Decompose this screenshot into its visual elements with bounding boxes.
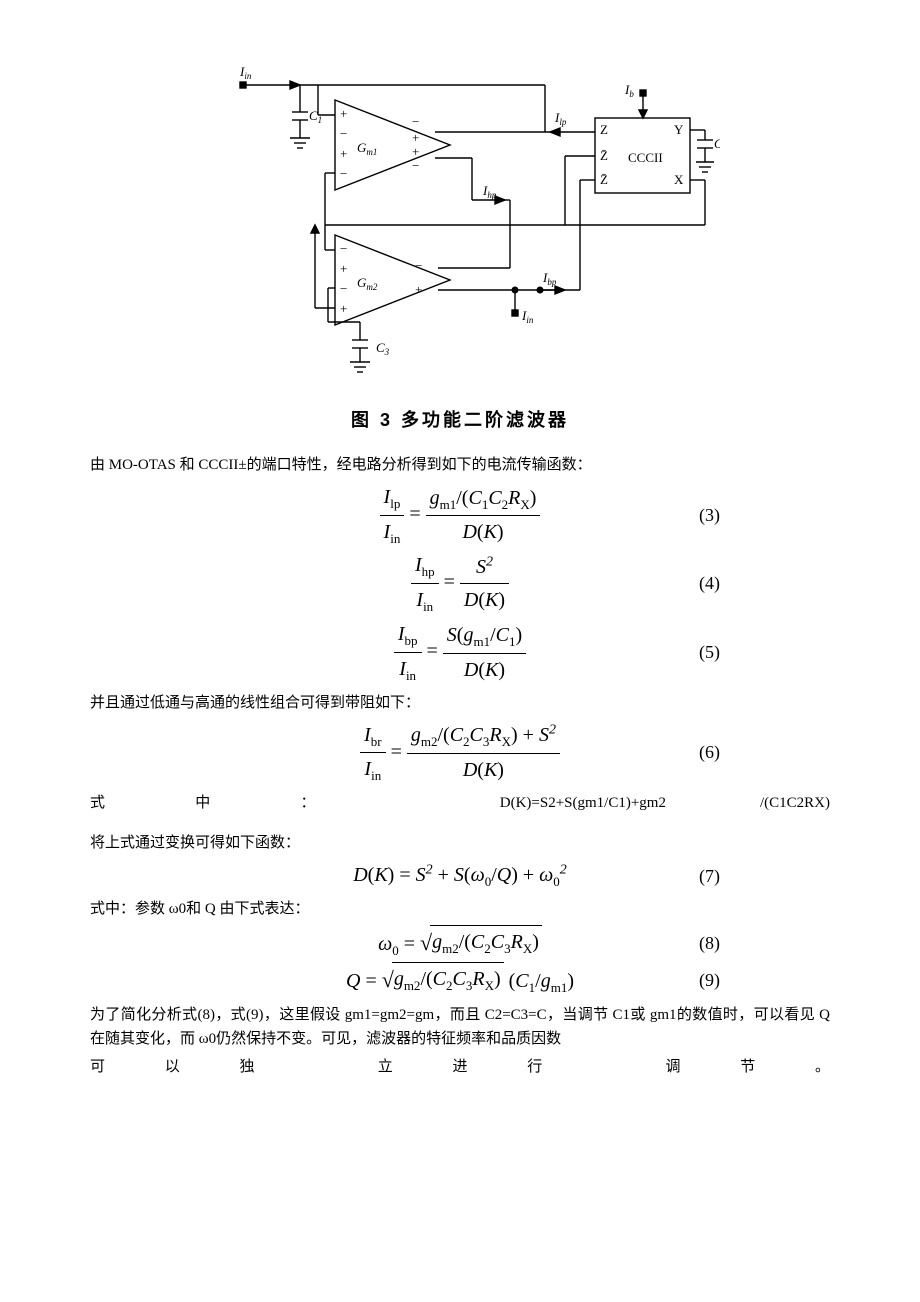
- para-intro: 由 MO-OTAS 和 CCCII±的端口特性，经电路分析得到如下的电流传输函数…: [90, 453, 830, 477]
- svg-text:Z̄: Z̄: [600, 148, 608, 163]
- svg-text:Ilp: Ilp: [554, 110, 567, 127]
- svg-text:+: +: [412, 130, 419, 145]
- iin-node: [240, 82, 246, 88]
- svg-text:C1: C1: [309, 108, 322, 125]
- svg-text:−: −: [340, 166, 347, 181]
- svg-text:Ib: Ib: [624, 82, 634, 99]
- svg-text:Iin: Iin: [521, 308, 534, 325]
- svg-text:Gm2: Gm2: [357, 275, 378, 292]
- svg-text:Y: Y: [674, 122, 684, 137]
- para-transform: 将上式通过变换可得如下函数：: [90, 831, 830, 855]
- svg-text:+: +: [340, 301, 347, 316]
- svg-text:C3: C3: [376, 340, 390, 357]
- eqnum-9: (9): [699, 966, 720, 995]
- svg-text:Gm1: Gm1: [357, 140, 377, 157]
- para-bandreject: 并且通过低通与高通的线性组合可得到带阻如下：: [90, 691, 830, 715]
- svg-text:−: −: [340, 241, 347, 256]
- svg-text:Z: Z: [600, 122, 608, 137]
- eqnum-7: (7): [699, 862, 720, 891]
- figure-3: Iin C1 Gm1 + − + − − + + − Ihp: [90, 60, 830, 388]
- svg-text:+: +: [340, 106, 347, 121]
- svg-text:+: +: [340, 261, 347, 276]
- equation-5: IbpIin = S(gm1/C1) D(K) (5): [90, 618, 830, 687]
- equation-7: D(K) = S2 + S(ω0/Q) + ω02 (7): [90, 859, 830, 893]
- equation-4: IhpIin = S2D(K) (4): [90, 549, 830, 618]
- svg-text:Z̄: Z̄: [600, 172, 608, 187]
- svg-text:−: −: [415, 258, 422, 273]
- svg-text:−: −: [340, 281, 347, 296]
- para-dk-def: 式中： D(K)=S2+S(gm1/C1)+gm2 /(C1C2RX): [90, 791, 830, 815]
- svg-text:Iin: Iin: [239, 64, 252, 81]
- svg-text:Ihp: Ihp: [482, 183, 497, 200]
- svg-text:+: +: [340, 146, 347, 161]
- equation-8: ω0 = √gm2/(C2C3RX) (8): [90, 925, 830, 962]
- eqnum-5: (5): [699, 638, 720, 667]
- svg-text:−: −: [340, 126, 347, 141]
- equation-6: IbrIin = gm2/(C2C3RX) + S2 D(K) (6): [90, 719, 830, 788]
- svg-text:+: +: [412, 144, 419, 159]
- para-conclusion-2: 可以独 立进行 调节。: [90, 1055, 830, 1079]
- svg-text:−: −: [412, 158, 419, 173]
- svg-text:+: +: [415, 282, 422, 297]
- svg-text:X: X: [674, 172, 684, 187]
- svg-text:Ibp: Ibp: [542, 270, 557, 287]
- equation-9: Q = √gm2/(C2C3RX) (C1/gm1) (9): [90, 962, 830, 999]
- equation-3: IlpIin = gm1/(C1C2RX) D(K) (3): [90, 481, 830, 550]
- svg-text:C2: C2: [714, 136, 720, 153]
- circuit-diagram: Iin C1 Gm1 + − + − − + + − Ihp: [200, 60, 720, 380]
- eqnum-4: (4): [699, 569, 720, 598]
- eqnum-6: (6): [699, 738, 720, 767]
- svg-text:CCCII: CCCII: [628, 150, 663, 165]
- eqnum-8: (8): [699, 929, 720, 958]
- figure-caption: 图 3 多功能二阶滤波器: [90, 406, 830, 435]
- para-conclusion-1: 为了简化分析式(8)，式(9)，这里假设 gm1=gm2=gm，而且 C2=C3…: [90, 1003, 830, 1051]
- para-params: 式中：参数 ω0和 Q 由下式表达：: [90, 897, 830, 921]
- eqnum-3: (3): [699, 501, 720, 530]
- svg-text:−: −: [412, 114, 419, 129]
